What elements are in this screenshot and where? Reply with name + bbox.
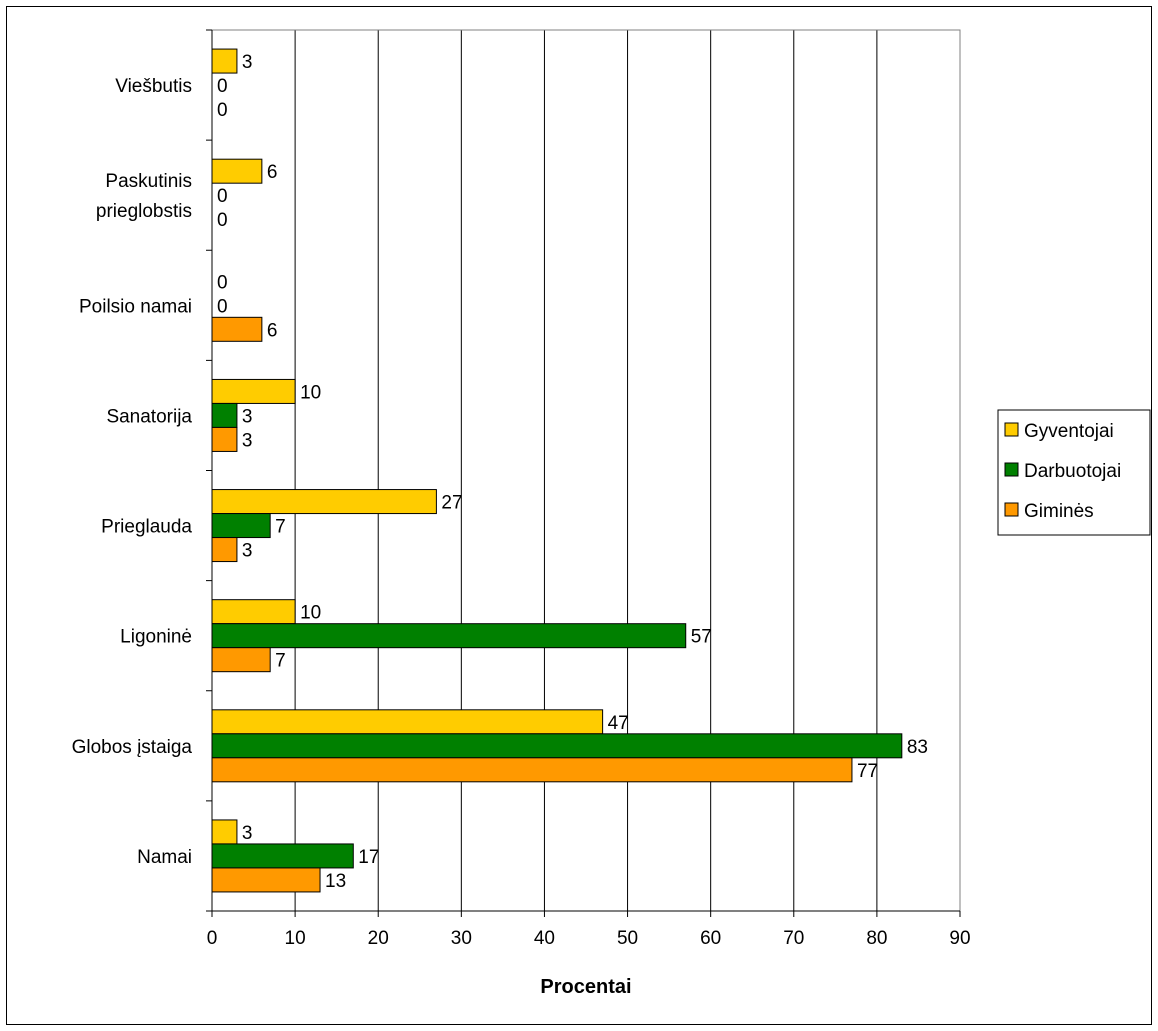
category-label: Viešbutis xyxy=(115,76,192,97)
category-label: Poilsio namai xyxy=(79,296,192,317)
data-label: 10 xyxy=(300,382,321,403)
data-label: 0 xyxy=(217,186,228,207)
bar-giminės-2 xyxy=(211,647,271,673)
data-label: 0 xyxy=(217,210,228,231)
category-label: Namai xyxy=(137,847,192,868)
legend-label: Gyventojai xyxy=(1024,421,1114,442)
legend-swatch-darbuotojai xyxy=(1004,462,1019,477)
category-label-line: Sanatorija xyxy=(106,406,192,427)
chart-frame xyxy=(6,6,1152,1025)
data-label: 3 xyxy=(242,406,253,427)
bar-darbuotojai-1 xyxy=(211,733,903,759)
x-tick-label: 50 xyxy=(617,928,638,949)
category-label: Paskutinis prieglobstis xyxy=(96,171,192,222)
data-label: 0 xyxy=(217,296,228,317)
data-label: 0 xyxy=(217,76,228,97)
category-label-line: Viešbutis xyxy=(115,76,192,97)
bar-giminės-4 xyxy=(211,426,238,452)
category-label: Prieglauda xyxy=(101,517,192,538)
bar-giminės-1 xyxy=(211,757,853,783)
data-label: 7 xyxy=(275,517,286,538)
bar-giminės-0 xyxy=(211,867,321,893)
category-label-line: Globos įstaiga xyxy=(72,737,193,758)
bar-gyventojai-7 xyxy=(211,48,238,74)
x-tick-label: 90 xyxy=(949,928,970,949)
category-label-line: Namai xyxy=(137,847,192,868)
x-axis-title: Procentai xyxy=(540,976,631,998)
legend-label: Giminės xyxy=(1024,501,1094,522)
category-label-line: Paskutinis xyxy=(105,171,192,192)
bar-darbuotojai-2 xyxy=(211,623,687,649)
x-tick-label: 10 xyxy=(285,928,306,949)
bar-gyventojai-2 xyxy=(211,599,296,625)
category-label-line: Ligoninė xyxy=(120,627,192,648)
x-tick-label: 0 xyxy=(207,928,218,949)
legend-swatch-gyventojai xyxy=(1004,422,1019,437)
x-tick-label: 20 xyxy=(368,928,389,949)
data-label: 0 xyxy=(217,100,228,121)
data-label: 6 xyxy=(267,320,278,341)
data-label: 0 xyxy=(217,272,228,293)
category-label-line: Poilsio namai xyxy=(79,296,192,317)
data-label: 3 xyxy=(242,52,253,73)
data-label: 6 xyxy=(267,162,278,183)
legend-swatch-giminės xyxy=(1004,502,1019,517)
data-label: 13 xyxy=(325,871,346,892)
x-tick-label: 80 xyxy=(866,928,887,949)
data-label: 17 xyxy=(358,847,379,868)
bar-darbuotojai-4 xyxy=(211,402,238,428)
data-label: 10 xyxy=(300,603,321,624)
bar-darbuotojai-0 xyxy=(211,843,354,869)
data-label: 57 xyxy=(691,627,712,648)
bar-giminės-5 xyxy=(211,316,263,342)
data-label: 27 xyxy=(441,493,462,514)
bar-gyventojai-0 xyxy=(211,819,238,845)
bar-gyventojai-4 xyxy=(211,378,296,404)
bar-gyventojai-1 xyxy=(211,709,604,735)
data-label: 3 xyxy=(242,430,253,451)
data-label: 7 xyxy=(275,651,286,672)
x-tick-label: 70 xyxy=(783,928,804,949)
x-tick-label: 40 xyxy=(534,928,555,949)
data-label: 77 xyxy=(857,761,878,782)
data-label: 47 xyxy=(608,713,629,734)
category-label-line: Prieglauda xyxy=(101,517,192,538)
bar-giminės-3 xyxy=(211,537,238,563)
data-label: 83 xyxy=(907,737,928,758)
category-label-line: prieglobstis xyxy=(96,201,192,222)
bar-gyventojai-3 xyxy=(211,489,437,515)
category-label: Sanatorija xyxy=(106,406,192,427)
bar-darbuotojai-3 xyxy=(211,513,271,539)
bar-gyventojai-6 xyxy=(211,158,263,184)
data-label: 3 xyxy=(242,823,253,844)
category-label: Ligoninė xyxy=(120,627,192,648)
x-tick-label: 60 xyxy=(700,928,721,949)
legend-label: Darbuotojai xyxy=(1024,461,1121,482)
x-tick-label: 30 xyxy=(451,928,472,949)
data-label: 3 xyxy=(242,541,253,562)
legend-box xyxy=(997,409,1151,536)
category-label: Globos įstaiga xyxy=(72,737,193,758)
